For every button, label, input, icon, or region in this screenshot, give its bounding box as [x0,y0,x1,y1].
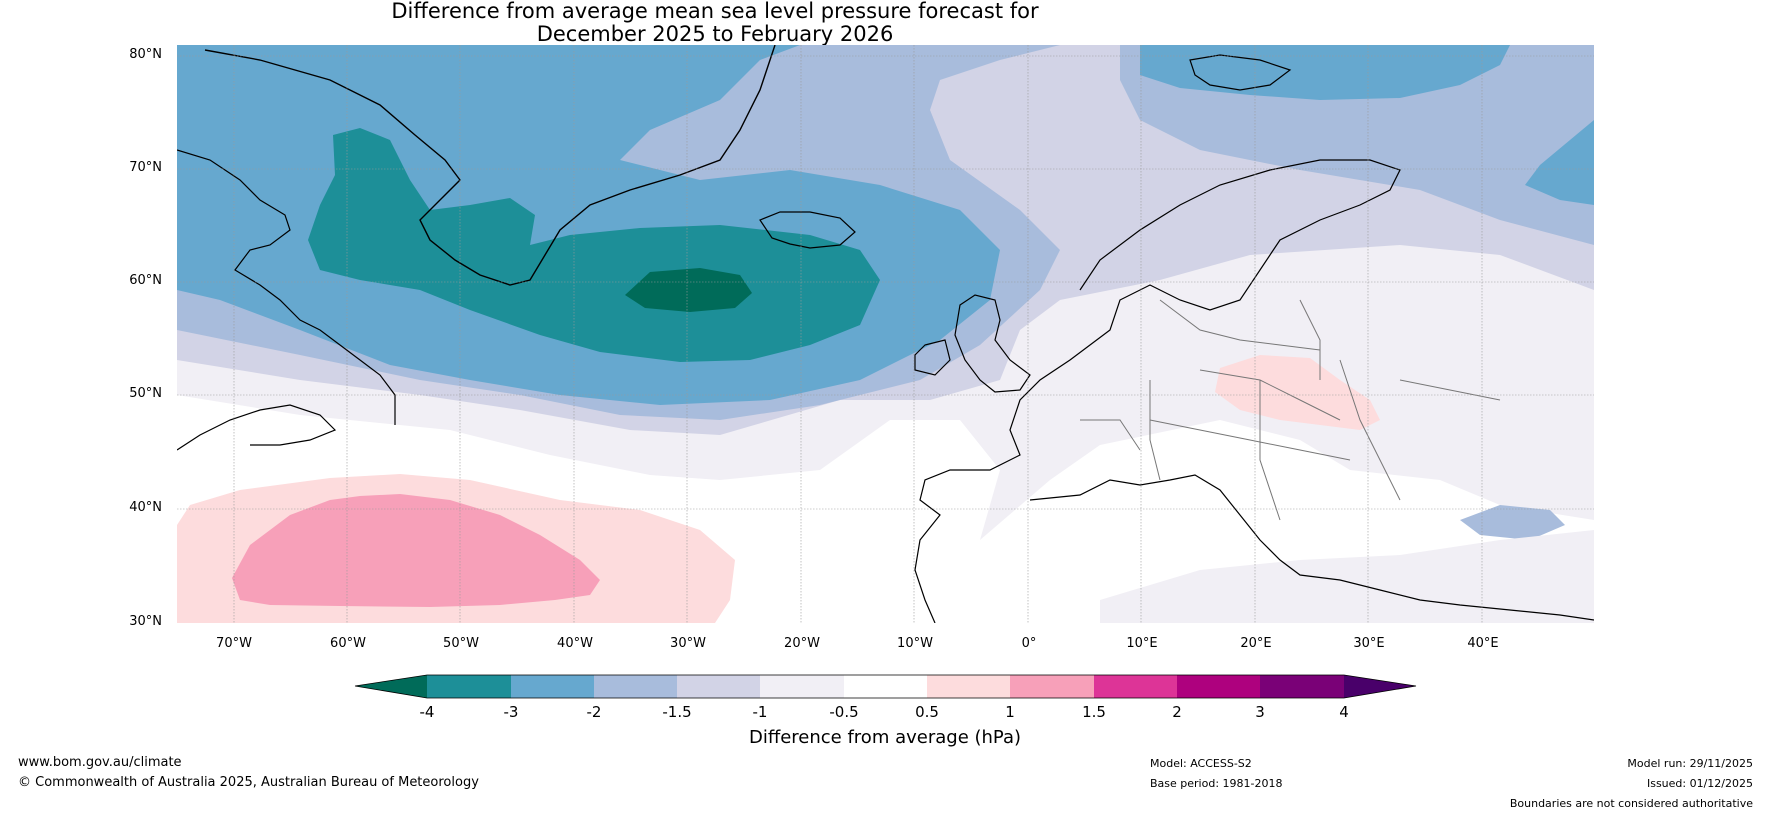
colorbar-tick: -4 [419,703,435,721]
svalbard-coastline [1189,54,1292,91]
colorbar-bin [760,675,844,698]
colorbar-extend-high [1344,675,1416,698]
lon-label-40e: 40°E [1467,636,1499,651]
colorbar-tick: 0.5 [915,703,939,721]
anomaly-band-m2-to-m3-arctic [1140,45,1510,100]
map-title-line1: Difference from average mean sea level p… [391,0,1039,23]
map-title: Difference from average mean sea level p… [0,0,1430,46]
anomaly-band-m05-to-m1-europe-south [1100,530,1594,623]
colorbar-bin [594,675,677,698]
lon-label-30w: 30°W [670,636,706,651]
lon-label-70w: 70°W [216,636,252,651]
footer-url[interactable]: www.bom.gov.au/climate [18,755,182,770]
colorbar-extend-low [355,675,427,698]
colorbar [354,674,1417,699]
colorbar-bin [927,675,1010,698]
colorbar-title: Difference from average (hPa) [748,727,1022,748]
lon-label-30e: 30°E [1353,636,1385,651]
lon-label-40w: 40°W [557,636,593,651]
footer-model-run: Model run: 29/11/2025 [1627,757,1753,770]
iceland-coastline [759,211,856,249]
colorbar-tick: 4 [1339,703,1349,721]
colorbar-tick: -2 [586,703,602,721]
colorbar-bin [844,675,927,698]
lon-label-10e: 10°E [1126,636,1158,651]
colorbar-tick: -1 [752,703,768,721]
gridlines [177,45,1594,623]
lat-label-80n: 80°N [129,47,162,62]
colorbar-bin [677,675,760,698]
lat-label-60n: 60°N [129,273,162,288]
colorbar-bin [1094,675,1177,698]
lon-label-10w: 10°W [897,636,933,651]
lon-label-20w: 20°W [784,636,820,651]
lon-label-0: 0° [1021,636,1037,651]
colorbar-tick: 2 [1172,703,1182,721]
colorbar-outline [354,674,1417,699]
map-panel [177,45,1594,623]
anomaly-band-m15-to-m2-arctic [1120,45,1594,245]
lat-label-50n: 50°N [129,386,162,401]
anomaly-band-m2-to-m3-med [1460,505,1565,540]
anomaly-band-m2-to-m3-east [1525,120,1594,205]
lat-label-30n: 30°N [129,614,162,629]
colorbar-tick: 3 [1255,703,1265,721]
footer-base-period: Base period: 1981-2018 [1150,777,1283,790]
colorbar-bin [511,675,594,698]
colorbar-tick: 1 [1005,703,1015,721]
lon-label-50w: 50°W [443,636,479,651]
anomaly-core-lt-m4 [625,268,752,312]
colorbar-bin [1177,675,1260,698]
lat-label-70n: 70°N [129,160,162,175]
colorbar-tick: -3 [503,703,519,721]
colorbar-bin [1010,675,1094,698]
lat-label-40n: 40°N [129,500,162,515]
colorbar-bin [1260,675,1344,698]
footer-copyright: © Commonwealth of Australia 2025, Austra… [18,775,479,790]
footer-issued: Issued: 01/12/2025 [1646,777,1753,790]
anomaly-band-p05-to-p1-europe [1215,355,1380,430]
lon-label-60w: 60°W [330,636,366,651]
footer-model: Model: ACCESS-S2 [1150,757,1252,770]
canada-coastline [177,149,396,451]
lon-label-20e: 20°E [1240,636,1272,651]
footer-disclaimer: Boundaries are not considered authoritat… [1509,797,1753,810]
colorbar-bin [427,675,511,698]
colorbar-tick: -1.5 [662,703,692,721]
british-isles-coastline [914,294,1031,393]
europe-coastline [914,159,1594,623]
greenland-coastline [204,45,776,286]
country-borders [1080,299,1501,521]
anomaly-band-p1-to-p15-atlantic [232,494,600,607]
colorbar-tick: -0.5 [829,703,859,721]
map-title-line2: December 2025 to February 2026 [536,22,894,46]
colorbar-tick: 1.5 [1082,703,1106,721]
